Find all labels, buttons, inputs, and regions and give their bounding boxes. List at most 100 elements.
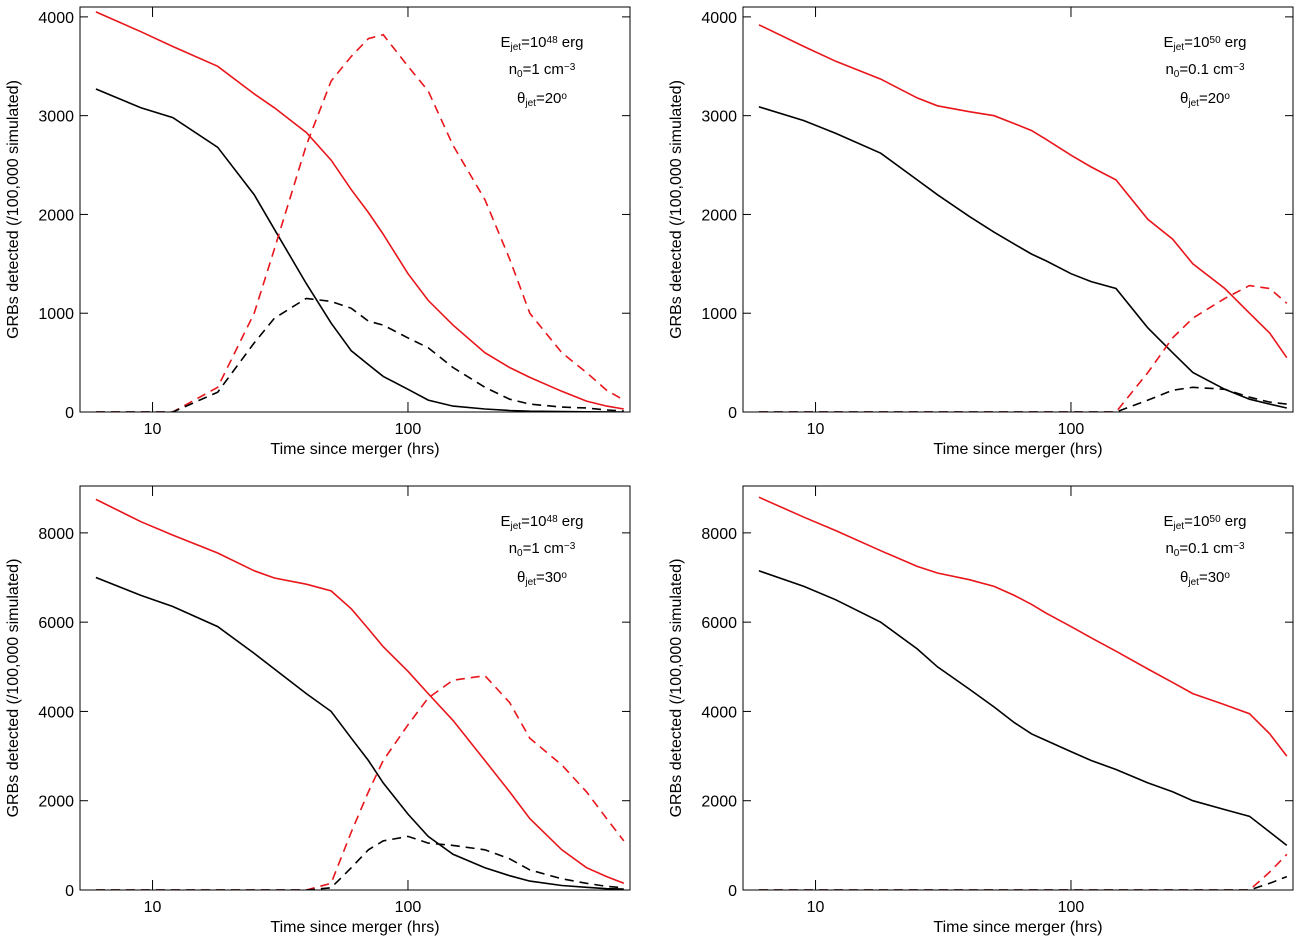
y-tick-label: 4000 (701, 10, 737, 27)
y-axis-label: GRBs detected (/100,000 simulated) (5, 80, 22, 339)
annotation-part: erg (1221, 34, 1247, 51)
panel: 0 2000 4000 6000 8000 10 100 Time since merger … (5, 485, 631, 936)
y-tick-label: 0 (65, 405, 74, 422)
annotation: n0=1 cm−3 (509, 61, 576, 80)
annotation-part: E (500, 513, 510, 530)
annotation-part: E (1163, 513, 1173, 530)
x-tick-label: 10 (144, 421, 162, 438)
line-series (758, 853, 1288, 890)
line-series (95, 835, 624, 890)
annotation-part: 0 (517, 548, 523, 559)
annotation: Ejet=1048 erg (500, 513, 583, 532)
plot-frame (79, 6, 631, 413)
y-tick-label: 4000 (38, 10, 74, 27)
line-series (758, 24, 1288, 359)
line-series (758, 570, 1288, 847)
annotation: Ejet=1050 erg (1163, 34, 1246, 53)
y-tick-label: 2000 (38, 794, 74, 811)
annotation: θjet=20o (517, 90, 567, 109)
x-axis-label: Time since merger (hrs) (270, 919, 439, 936)
y-axis-label: GRBs detected (/100,000 simulated) (668, 80, 685, 339)
x-tick-label: 100 (395, 421, 422, 438)
x-tick-label: 100 (395, 899, 422, 916)
annotation-part: erg (558, 34, 584, 51)
annotation-part: θ (517, 90, 525, 107)
annotation: Ejet=1048 erg (500, 34, 583, 53)
annotation-part: jet (1173, 521, 1185, 532)
annotation-part: jet (524, 98, 536, 109)
annotation-part: =20 (536, 90, 561, 107)
line-series (95, 33, 625, 412)
annotation-part: θ (517, 569, 525, 586)
annotation-part: jet (510, 521, 522, 532)
line-series (758, 496, 1288, 757)
annotation-part: erg (558, 513, 584, 530)
y-tick-label: 4000 (38, 704, 74, 721)
annotation: n0=0.1 cm−3 (1165, 540, 1245, 559)
y-tick-label: 6000 (38, 615, 74, 632)
annotation-part: =10 (1184, 513, 1209, 530)
y-axis-label: GRBs detected (/100,000 simulated) (5, 559, 22, 818)
annotation-part: o (561, 91, 567, 102)
annotation-part: E (1163, 34, 1173, 51)
annotation-part: jet (510, 42, 522, 53)
annotation-part: =10 (1184, 34, 1209, 51)
annotation-part: =1 cm (523, 61, 564, 78)
y-tick-label: 1000 (38, 306, 74, 323)
y-tick-label: 1000 (701, 306, 737, 323)
line-series (95, 498, 625, 885)
y-tick-label: 0 (728, 883, 737, 900)
annotation-part: =0.1 cm (1179, 61, 1233, 78)
annotation-part: −3 (1233, 62, 1245, 73)
line-series (95, 11, 624, 410)
line-series (758, 284, 1288, 412)
plot-frame (79, 485, 631, 891)
panel: 0 1000 2000 3000 4000 10 100 Time since merger … (5, 6, 631, 458)
x-tick-label: 10 (144, 899, 162, 916)
panel: 0 1000 2000 3000 4000 10 100 Time since merger … (668, 6, 1294, 458)
y-tick-label: 6000 (701, 615, 737, 632)
annotation: Ejet=1050 erg (1163, 513, 1246, 532)
line-series (95, 297, 624, 412)
x-tick-label: 10 (807, 899, 825, 916)
annotation-part: jet (1187, 98, 1199, 109)
x-tick-label: 10 (807, 421, 825, 438)
annotation-part: =30 (536, 569, 561, 586)
plot-frame (742, 6, 1294, 413)
annotation-part: jet (524, 577, 536, 588)
line-series (758, 106, 1287, 409)
annotation-part: jet (1187, 577, 1199, 588)
panel: 0 2000 4000 6000 8000 10 100 Time since merger … (668, 485, 1294, 936)
line-series (758, 875, 1288, 890)
annotation-part: n (509, 540, 517, 557)
x-axis-label: Time since merger (hrs) (270, 441, 439, 458)
line-series (758, 386, 1287, 412)
annotation-part: 0 (1174, 69, 1180, 80)
annotation: n0=1 cm−3 (509, 540, 576, 559)
y-tick-label: 2000 (701, 794, 737, 811)
y-tick-label: 2000 (701, 207, 737, 224)
annotation-part: 50 (1210, 35, 1222, 46)
annotation-part: 0 (1174, 548, 1180, 559)
annotation-part: erg (1221, 513, 1247, 530)
y-tick-label: 2000 (38, 207, 74, 224)
annotation-part: θ (1180, 569, 1188, 586)
annotation-part: 50 (1210, 514, 1222, 525)
annotation-part: o (1224, 570, 1230, 581)
annotation-part: =10 (521, 34, 546, 51)
annotation-part: −3 (1233, 541, 1245, 552)
annotation-part: o (1224, 91, 1230, 102)
annotation-part: n (1165, 61, 1173, 78)
x-tick-label: 100 (1058, 899, 1085, 916)
annotation-part: =20 (1199, 90, 1224, 107)
annotation-part: 48 (547, 35, 559, 46)
line-series (95, 576, 624, 890)
x-axis-label: Time since merger (hrs) (933, 441, 1102, 458)
y-tick-label: 3000 (38, 109, 74, 126)
line-series (95, 88, 624, 412)
annotation-part: =30 (1199, 569, 1224, 586)
annotation-part: θ (1180, 90, 1188, 107)
y-tick-label: 8000 (38, 526, 74, 543)
annotation-part: 0 (517, 69, 523, 80)
